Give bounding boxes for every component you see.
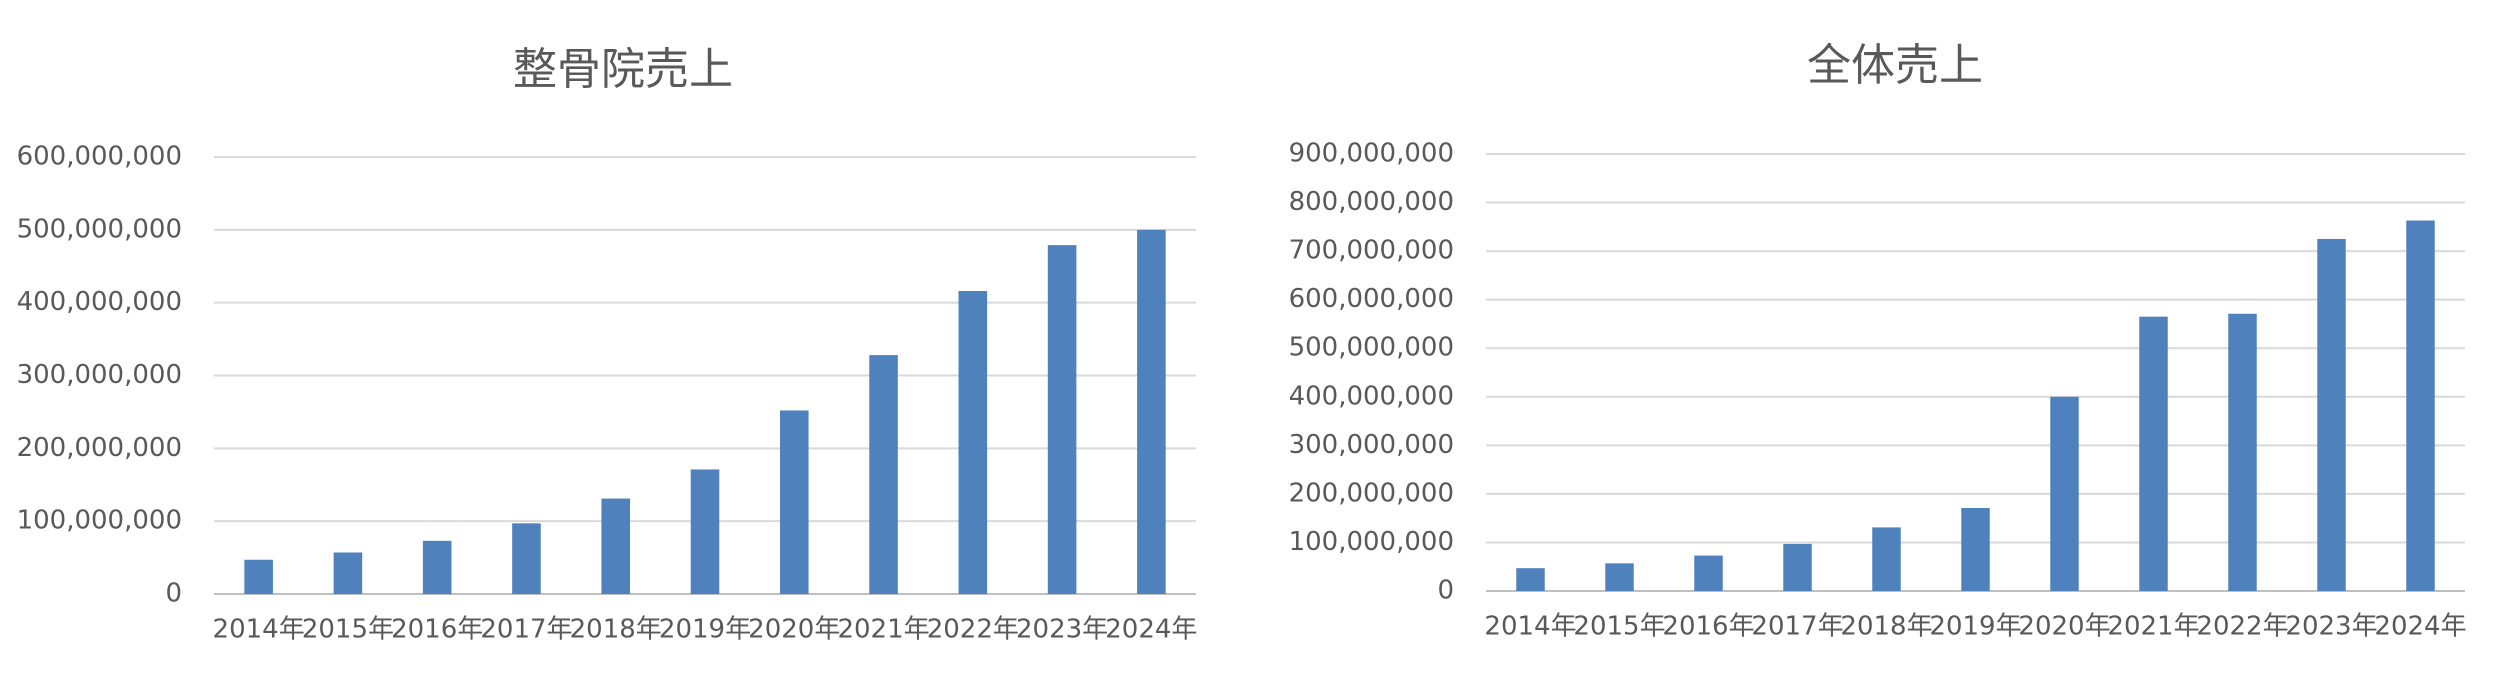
bar — [1516, 568, 1545, 591]
x-tick-label: 2016年 — [391, 615, 483, 645]
bar — [1047, 245, 1077, 594]
y-tick-label: 100,000,000 — [1289, 527, 1454, 557]
bar — [690, 469, 720, 594]
x-tick-label: 2020年 — [748, 615, 840, 645]
x-tick-label: 2022年 — [927, 615, 1019, 645]
x-tick-label: 2014年 — [213, 615, 305, 645]
x-tick-label: 2019年 — [1929, 612, 2021, 642]
y-tick-label: 400,000,000 — [1289, 381, 1454, 411]
x-tick-label: 2021年 — [837, 615, 929, 645]
bar — [333, 552, 363, 594]
bar — [2406, 220, 2435, 591]
x-tick-label: 2014年 — [1484, 612, 1576, 642]
x-tick-label: 2022年 — [2196, 612, 2288, 642]
bar — [601, 498, 631, 594]
chart-title: 全体売上 — [1807, 40, 1983, 91]
bar — [512, 523, 541, 594]
y-tick-label: 300,000,000 — [1289, 430, 1454, 460]
x-tick-label: 2024年 — [1105, 615, 1197, 645]
y-tick-label: 200,000,000 — [17, 433, 182, 463]
y-tick-label: 900,000,000 — [1289, 139, 1454, 169]
x-tick-label: 2015年 — [302, 615, 394, 645]
x-tick-label: 2017年 — [1751, 612, 1843, 642]
bar — [958, 291, 988, 594]
x-tick-label: 2019年 — [659, 615, 751, 645]
y-tick-label: 300,000,000 — [17, 360, 182, 390]
bar — [244, 559, 273, 594]
x-tick-label: 2023年 — [1016, 615, 1108, 645]
bar — [2050, 396, 2079, 591]
x-tick-label: 2015年 — [1573, 612, 1665, 642]
bar — [869, 355, 898, 594]
y-tick-label: 500,000,000 — [17, 214, 182, 244]
x-tick-label: 2017年 — [480, 615, 572, 645]
bar — [2139, 316, 2168, 591]
x-tick-label: 2016年 — [1662, 612, 1754, 642]
y-tick-label: 0 — [165, 579, 182, 609]
x-tick-label: 2023年 — [2285, 612, 2377, 642]
x-tick-label: 2021年 — [2107, 612, 2199, 642]
y-tick-label: 600,000,000 — [17, 142, 182, 172]
y-tick-label: 700,000,000 — [1289, 236, 1454, 266]
y-tick-label: 400,000,000 — [17, 287, 182, 317]
x-tick-label: 2018年 — [1840, 612, 1932, 642]
bar — [2317, 238, 2346, 591]
x-tick-label: 2018年 — [570, 615, 662, 645]
bar — [422, 540, 452, 594]
y-tick-label: 600,000,000 — [1289, 284, 1454, 314]
bar — [1605, 563, 1634, 591]
bar — [2228, 313, 2257, 591]
y-tick-label: 0 — [1437, 576, 1454, 606]
y-tick-label: 100,000,000 — [17, 506, 182, 536]
bar — [1961, 507, 1990, 591]
bar — [779, 410, 809, 594]
y-tick-label: 800,000,000 — [1289, 187, 1454, 217]
bar — [1872, 527, 1901, 591]
bar — [1694, 555, 1723, 591]
x-tick-label: 2024年 — [2374, 612, 2466, 642]
chart-title: 整骨院売上 — [513, 44, 733, 95]
x-tick-label: 2020年 — [2018, 612, 2110, 642]
bar — [1783, 543, 1812, 591]
y-tick-label: 500,000,000 — [1289, 333, 1454, 363]
y-tick-label: 200,000,000 — [1289, 478, 1454, 508]
bar — [1137, 229, 1166, 595]
